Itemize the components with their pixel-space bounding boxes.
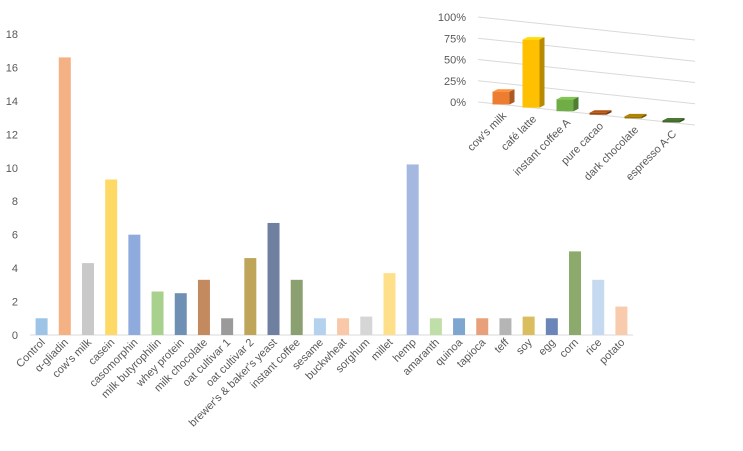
main-bar bbox=[569, 251, 582, 335]
main-bar bbox=[499, 318, 512, 335]
main-bar bbox=[290, 279, 303, 335]
inset-y-axis-ticks: 0% 25% 50% 75% 100% bbox=[438, 12, 466, 109]
inset-bar bbox=[522, 37, 545, 108]
main-y-tick-label: 14 bbox=[6, 96, 18, 108]
main-bar bbox=[383, 273, 396, 335]
main-bar bbox=[151, 291, 164, 335]
main-bar bbox=[35, 318, 48, 335]
main-bar bbox=[128, 234, 141, 335]
main-bar bbox=[406, 164, 419, 335]
main-bars bbox=[35, 57, 628, 336]
main-y-tick-label: 12 bbox=[6, 129, 18, 141]
inset-bar bbox=[492, 89, 515, 105]
main-bar bbox=[429, 318, 442, 335]
main-bar bbox=[592, 279, 605, 335]
main-bar bbox=[267, 222, 280, 335]
main-y-axis-ticks: 0 2 4 6 8 10 12 14 16 18 bbox=[6, 29, 18, 342]
inset-gridline bbox=[477, 101, 696, 126]
main-bar bbox=[615, 306, 628, 335]
inset-gridline bbox=[477, 16, 696, 41]
main-bar bbox=[221, 318, 234, 335]
main-bar bbox=[476, 318, 489, 335]
main-bar bbox=[545, 318, 558, 335]
main-y-tick-label: 4 bbox=[12, 263, 18, 275]
inset-y-tick-label: 50% bbox=[444, 55, 466, 67]
inset-bar bbox=[624, 113, 647, 119]
main-bar bbox=[244, 258, 257, 335]
main-bar bbox=[360, 316, 373, 335]
main-bar bbox=[522, 316, 535, 335]
main-y-tick-label: 6 bbox=[12, 230, 18, 242]
inset-y-tick-label: 100% bbox=[438, 12, 466, 24]
main-bar bbox=[313, 318, 326, 335]
inset-gridlines bbox=[477, 16, 696, 126]
main-bar bbox=[197, 279, 210, 335]
inset-bar bbox=[662, 117, 685, 123]
main-bar bbox=[453, 318, 466, 335]
inset-bar bbox=[589, 110, 612, 115]
main-bar bbox=[81, 263, 94, 335]
inset-gridline bbox=[477, 59, 696, 83]
main-bar bbox=[58, 57, 71, 336]
main-y-tick-label: 18 bbox=[6, 29, 18, 41]
inset-y-tick-label: 75% bbox=[444, 33, 466, 45]
main-bar bbox=[174, 293, 187, 335]
inset-gridline bbox=[477, 37, 696, 62]
inset-y-tick-label: 0% bbox=[450, 97, 466, 109]
main-y-tick-label: 0 bbox=[12, 330, 18, 342]
main-y-tick-label: 16 bbox=[6, 62, 18, 74]
inset-gridline bbox=[477, 80, 696, 105]
main-y-tick-label: 10 bbox=[6, 163, 18, 175]
inset-bars bbox=[492, 37, 685, 123]
main-bar bbox=[105, 179, 118, 335]
inset-bar bbox=[556, 96, 579, 112]
main-y-tick-label: 2 bbox=[12, 297, 18, 309]
main-y-tick-label: 8 bbox=[12, 196, 18, 208]
inset-y-tick-label: 25% bbox=[444, 76, 466, 88]
main-bar bbox=[337, 318, 350, 335]
